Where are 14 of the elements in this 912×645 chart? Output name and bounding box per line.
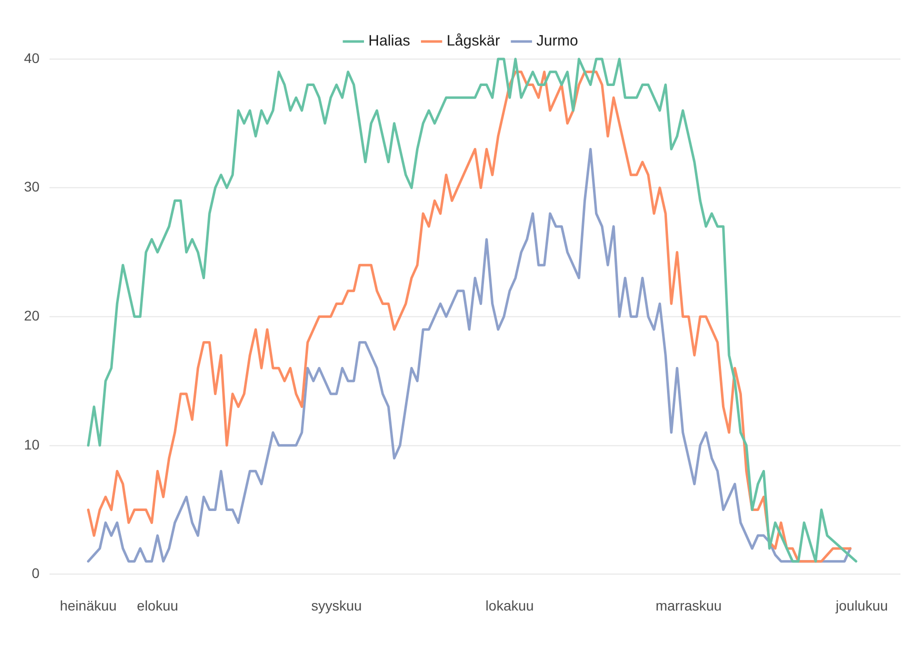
x-tick-label: elokuu	[136, 597, 178, 614]
legend-label: Jurmo	[536, 32, 578, 50]
legend-label: Lågskär	[446, 32, 500, 50]
y-tick-label: 20	[24, 307, 40, 324]
x-tick-label: marraskuu	[656, 597, 722, 614]
x-tick-label: syyskuu	[311, 597, 362, 614]
y-tick-label: 10	[24, 436, 40, 452]
legend-label: Halias	[368, 32, 410, 50]
x-tick-label: joulukuu	[834, 597, 888, 614]
y-tick-label: 30	[24, 178, 40, 195]
x-tick-label: lokakuu	[486, 597, 534, 614]
y-tick-label: 40	[24, 50, 40, 66]
y-tick-label: 0	[32, 565, 40, 582]
x-tick-label: heinäkuu	[60, 597, 117, 614]
